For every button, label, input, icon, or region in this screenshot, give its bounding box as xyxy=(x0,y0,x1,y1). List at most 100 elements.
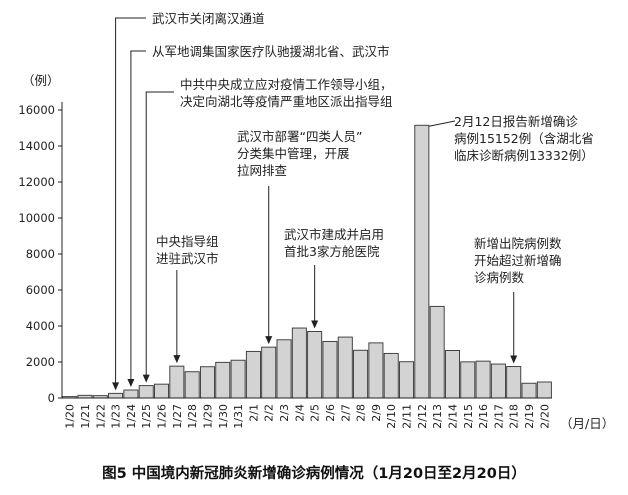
annotation-central-guidance: 中央指导组 进驻武汉市 xyxy=(156,233,219,267)
x-tick-label: 1/27 xyxy=(171,404,184,429)
bar xyxy=(536,381,552,399)
bar xyxy=(307,331,323,399)
x-tick-label: 1/21 xyxy=(79,404,92,429)
annotation-line: 武汉市部署“四类人员” xyxy=(237,129,363,144)
bar xyxy=(521,382,537,399)
annotation-line: 武汉市关闭离汉通道 xyxy=(152,11,265,26)
bar xyxy=(291,327,307,399)
bar xyxy=(399,361,415,399)
x-tick-label: 1/31 xyxy=(232,404,245,429)
x-tick-label: 2/17 xyxy=(492,404,505,429)
annotation-line: 武汉市建成并启用 xyxy=(284,227,385,242)
annotation-close-wuhan: 武汉市关闭离汉通道 xyxy=(152,10,265,27)
bar xyxy=(368,342,384,399)
x-tick-label: 1/24 xyxy=(125,404,138,429)
x-tick-label: 2/9 xyxy=(370,404,383,422)
x-tick-label: 1/30 xyxy=(217,404,230,429)
y-tick-label: 2000 xyxy=(26,355,55,369)
annotation-pointer xyxy=(115,17,146,385)
annotation-line: 拉网排查 xyxy=(237,163,288,178)
annotation-four-categories: 武汉市部署“四类人员” 分类集中管理，开展 拉网排查 xyxy=(237,128,362,179)
bar xyxy=(490,363,506,399)
bar xyxy=(169,365,185,399)
x-tick-label: 2/6 xyxy=(324,404,337,422)
annotation-line: 临床诊断病例13332例） xyxy=(454,148,594,163)
y-tick-label: 14000 xyxy=(18,139,55,153)
bar xyxy=(230,359,246,399)
x-tick-label: 2/15 xyxy=(462,404,475,429)
annotation-line: 2月12日报告新增确诊 xyxy=(454,114,578,129)
y-tick-label: 12000 xyxy=(18,175,55,189)
x-tick-label: 2/19 xyxy=(523,404,536,429)
x-tick-label: 1/29 xyxy=(201,404,214,429)
annotation-line: 进驻武汉市 xyxy=(156,251,219,266)
figure-caption: 图5 中国境内新冠肺炎新增确诊病例情况（1月20日至2月20日） xyxy=(102,466,526,482)
annotation-arrowhead xyxy=(112,382,120,391)
bar xyxy=(184,371,200,399)
x-tick-label: 2/12 xyxy=(416,404,429,429)
x-tick-label: 2/16 xyxy=(477,404,490,429)
annotation-line: 决定向湖北等疫情严重地区派出指导组 xyxy=(180,94,393,109)
bar xyxy=(414,124,430,399)
y-tick-label: 8000 xyxy=(26,247,55,261)
bar xyxy=(123,389,139,399)
annotation-arrowhead xyxy=(265,336,273,345)
y-tick-label: 16000 xyxy=(18,103,55,117)
x-tick-label: 1/25 xyxy=(140,404,153,429)
bar xyxy=(261,346,277,399)
bar xyxy=(353,349,369,399)
x-tick-label: 1/22 xyxy=(94,404,107,429)
x-tick-label: 1/23 xyxy=(110,404,123,429)
x-tick-label: 2/8 xyxy=(355,404,368,422)
x-tick-label: 2/4 xyxy=(293,404,306,422)
bar xyxy=(245,350,261,399)
bar xyxy=(383,352,399,399)
bar xyxy=(322,340,338,399)
bar xyxy=(444,350,460,399)
annotation-line: 病例15152例（含湖北省 xyxy=(454,131,594,146)
annotation-line: 新增出院病例数 xyxy=(474,236,562,251)
annotation-pointer xyxy=(130,50,146,382)
annotation-line: 中共中央成立应对疫情工作领导小组， xyxy=(180,77,393,92)
bar xyxy=(460,361,476,399)
annotation-arrowhead xyxy=(127,379,135,388)
bar xyxy=(108,392,124,399)
x-tick-label: 2/18 xyxy=(508,404,521,429)
x-tick-label: 2/3 xyxy=(278,404,291,422)
bar xyxy=(138,385,154,399)
bar xyxy=(337,336,353,399)
annotation-arrowhead xyxy=(311,320,319,329)
x-tick-label: 2/14 xyxy=(446,404,459,429)
annotation-line: 诊病例数 xyxy=(474,270,525,285)
bar xyxy=(506,366,522,399)
bar xyxy=(276,339,292,399)
x-tick-label: 2/7 xyxy=(339,404,352,422)
x-tick-label: 2/1 xyxy=(247,404,260,422)
bar xyxy=(429,305,445,399)
x-axis-unit: （月/日） xyxy=(560,416,615,431)
annotation-line: 分类集中管理，开展 xyxy=(237,146,350,161)
annotation-arrowhead xyxy=(510,355,518,364)
x-tick-label: 2/2 xyxy=(263,404,276,422)
annotation-fangcang-hospitals: 武汉市建成并启用 首批3家方舱医院 xyxy=(284,226,384,260)
y-axis-unit: （例） xyxy=(22,73,60,88)
bar xyxy=(199,366,215,399)
y-tick-label: 4000 xyxy=(26,319,55,333)
x-tick-label: 1/26 xyxy=(156,404,169,429)
annotation-medical-teams: 从军地调集国家医疗队驰援湖北省、武汉市 xyxy=(152,43,390,60)
x-tick-label: 1/28 xyxy=(186,404,199,429)
annotation-feb12-cases: 2月12日报告新增确诊 病例15152例（含湖北省 临床诊断病例13332例） xyxy=(454,113,594,164)
x-tick-label: 2/20 xyxy=(538,404,551,429)
annotation-leading-group: 中共中央成立应对疫情工作领导小组， 决定向湖北等疫情严重地区派出指导组 xyxy=(180,76,393,110)
x-tick-label: 1/20 xyxy=(64,404,77,429)
annotation-line: 从军地调集国家医疗队驰援湖北省、武汉市 xyxy=(152,44,390,59)
y-tick-label: 6000 xyxy=(26,283,55,297)
annotation-line: 开始超过新增确 xyxy=(474,253,562,268)
annotation-line: 首批3家方舱医院 xyxy=(284,244,380,259)
x-tick-label: 2/13 xyxy=(431,404,444,429)
annotation-pointer xyxy=(145,91,174,377)
annotation-arrowhead xyxy=(142,374,150,383)
y-tick-label: 0 xyxy=(48,391,55,405)
bar xyxy=(215,361,231,399)
